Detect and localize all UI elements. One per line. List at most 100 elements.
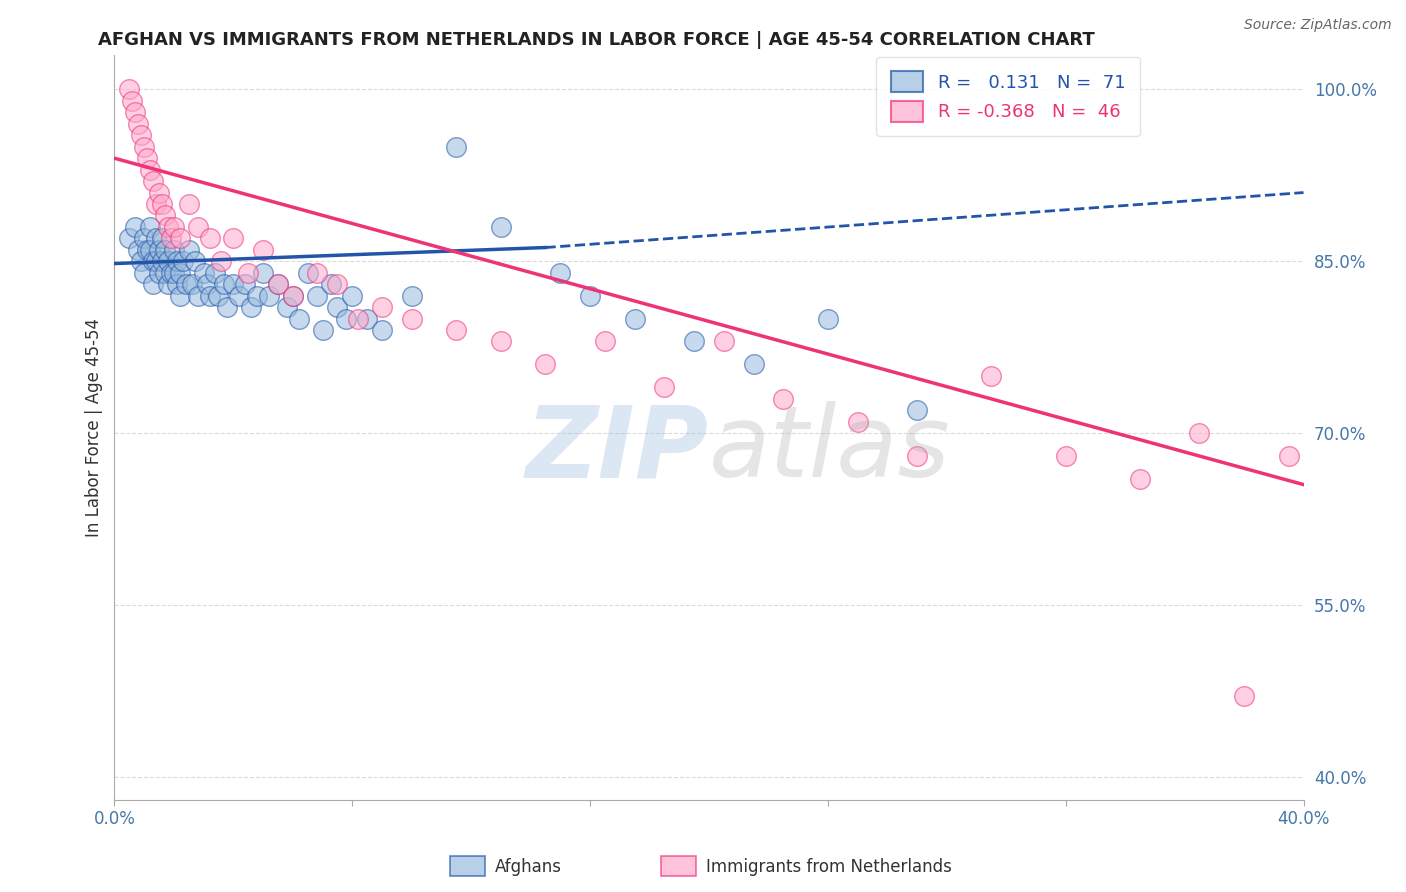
Point (177, 243, 200, 257)
Point (163, 219, 186, 234)
Point (371, 323, 394, 337)
Point (905, 403, 928, 417)
Point (209, 254, 232, 268)
Point (136, 151, 159, 165)
Point (127, 243, 149, 257)
Point (252, 266, 274, 280)
Text: Immigrants from Netherlands: Immigrants from Netherlands (706, 858, 952, 876)
Point (489, 219, 512, 234)
Point (124, 105, 146, 120)
Point (153, 209, 176, 223)
Point (846, 415, 869, 429)
Point (148, 186, 170, 200)
Point (156, 254, 179, 268)
Point (187, 219, 209, 234)
Point (534, 357, 557, 371)
Point (142, 174, 165, 188)
Point (305, 288, 328, 302)
Point (252, 243, 274, 257)
Point (139, 243, 162, 257)
Point (183, 254, 205, 268)
Point (742, 357, 765, 371)
Point (172, 254, 194, 268)
Point (139, 162, 162, 177)
Point (356, 311, 378, 326)
Point (150, 231, 173, 245)
Legend: R =   0.131   N =  71, R = -0.368   N =  46: R = 0.131 N = 71, R = -0.368 N = 46 (876, 57, 1140, 136)
Point (1278, 449, 1301, 463)
Point (139, 219, 162, 234)
Point (142, 254, 165, 268)
Point (281, 288, 304, 302)
Point (326, 277, 349, 292)
Point (772, 392, 794, 406)
Point (683, 334, 706, 349)
Point (204, 266, 226, 280)
Point (335, 311, 357, 326)
Point (207, 288, 229, 302)
Point (153, 266, 176, 280)
Point (326, 300, 349, 314)
Point (489, 334, 512, 349)
Point (198, 288, 221, 302)
Point (129, 128, 152, 143)
Point (342, 288, 364, 302)
Point (1188, 425, 1211, 440)
Point (246, 288, 269, 302)
Point (134, 266, 156, 280)
Point (174, 277, 197, 292)
Point (142, 277, 165, 292)
Point (276, 300, 298, 314)
Y-axis label: In Labor Force | Age 45-54: In Labor Force | Age 45-54 (86, 318, 103, 537)
Point (145, 254, 167, 268)
Point (267, 277, 290, 292)
Point (145, 231, 167, 245)
Point (124, 219, 146, 234)
Point (166, 254, 188, 268)
Point (1129, 472, 1152, 486)
Point (129, 254, 152, 268)
Point (195, 277, 218, 292)
Point (311, 323, 333, 337)
Point (198, 231, 221, 245)
Point (550, 266, 572, 280)
Point (222, 277, 245, 292)
Point (267, 277, 290, 292)
Point (321, 277, 343, 292)
Point (145, 197, 167, 211)
Point (446, 323, 468, 337)
Text: Afghans: Afghans (495, 858, 562, 876)
Point (713, 334, 735, 349)
Point (257, 288, 280, 302)
Point (371, 300, 394, 314)
Point (240, 300, 263, 314)
Point (163, 266, 186, 280)
Point (150, 254, 173, 268)
Point (169, 266, 191, 280)
Point (446, 140, 468, 154)
Point (134, 231, 156, 245)
Point (297, 266, 319, 280)
Point (169, 231, 191, 245)
Point (217, 300, 239, 314)
Point (222, 231, 245, 245)
Point (228, 288, 250, 302)
Point (127, 117, 149, 131)
Point (214, 277, 236, 292)
Point (118, 231, 141, 245)
Point (654, 380, 676, 394)
Point (180, 277, 202, 292)
Point (156, 277, 179, 292)
Text: Source: ZipAtlas.com: Source: ZipAtlas.com (1244, 18, 1392, 32)
Point (980, 368, 1002, 383)
Text: atlas: atlas (709, 401, 950, 498)
Point (136, 243, 159, 257)
Point (347, 311, 370, 326)
Point (187, 288, 209, 302)
Point (134, 140, 156, 154)
Point (148, 243, 170, 257)
Point (118, 82, 141, 96)
Point (593, 334, 616, 349)
Point (121, 94, 143, 108)
Point (305, 266, 328, 280)
